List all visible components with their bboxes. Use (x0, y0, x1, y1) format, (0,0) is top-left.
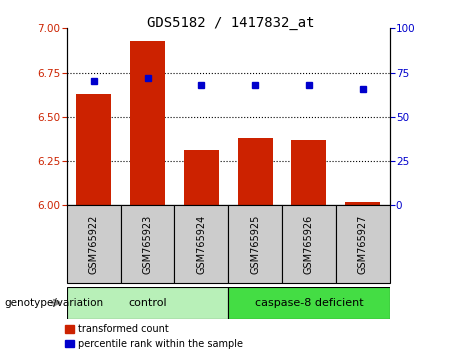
Bar (76, 94, 111, 205)
Bar (228, 287, 390, 319)
Bar (291, 140, 326, 205)
Bar (336, 205, 390, 283)
Text: genotype/variation: genotype/variation (5, 298, 104, 308)
Text: GSM765922: GSM765922 (89, 215, 99, 274)
Text: GSM765925: GSM765925 (250, 215, 260, 274)
Text: GDS5182 / 1417832_at: GDS5182 / 1417832_at (147, 16, 314, 30)
Bar (121, 205, 174, 283)
Bar (237, 138, 272, 205)
Text: GSM765927: GSM765927 (358, 215, 368, 274)
Legend: transformed count, percentile rank within the sample: transformed count, percentile rank withi… (65, 324, 243, 349)
Bar (184, 150, 219, 205)
Text: GSM765926: GSM765926 (304, 215, 314, 274)
Bar (174, 205, 228, 283)
Bar (282, 205, 336, 283)
Text: GSM765923: GSM765923 (142, 215, 153, 274)
Bar (67, 287, 228, 319)
Bar (130, 41, 165, 205)
Bar (67, 205, 121, 283)
Text: control: control (128, 298, 167, 308)
Bar (345, 202, 380, 205)
Bar (228, 205, 282, 283)
Text: GSM765924: GSM765924 (196, 215, 207, 274)
Text: caspase-8 deficient: caspase-8 deficient (254, 298, 363, 308)
